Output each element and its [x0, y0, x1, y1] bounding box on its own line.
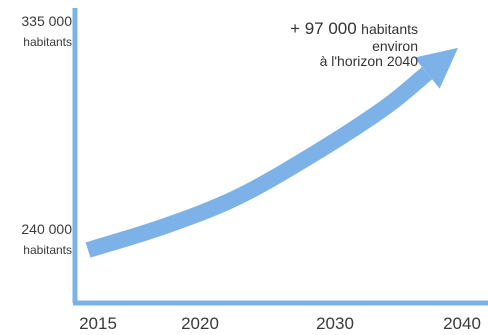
arrow-shaft [85, 66, 433, 258]
y-label-top-unit: habitants [23, 35, 72, 49]
x-tick-2040: 2040 [443, 314, 481, 333]
arrow-head [414, 47, 458, 89]
y-label-bottom-unit: habitants [23, 243, 72, 257]
annotation-increase: + 97 000 [290, 19, 357, 38]
growth-arrow [85, 47, 458, 258]
annotation-line-2: environ [372, 37, 418, 54]
y-label-bottom-number: 240 000 [21, 221, 72, 237]
annotation-increase-unit: habitants [361, 21, 418, 37]
growth-annotation: + 97 000 habitants environ à l'horizon 2… [290, 19, 418, 70]
y-label-top-number: 335 000 [21, 13, 72, 29]
x-tick-2015: 2015 [79, 314, 117, 333]
y-label-top: 335 000 habitants [0, 14, 72, 48]
x-tick-2030: 2030 [316, 314, 354, 333]
y-label-bottom: 240 000 habitants [0, 222, 72, 256]
annotation-line-3: à l'horizon 2040 [319, 53, 418, 70]
x-tick-2020: 2020 [181, 314, 219, 333]
